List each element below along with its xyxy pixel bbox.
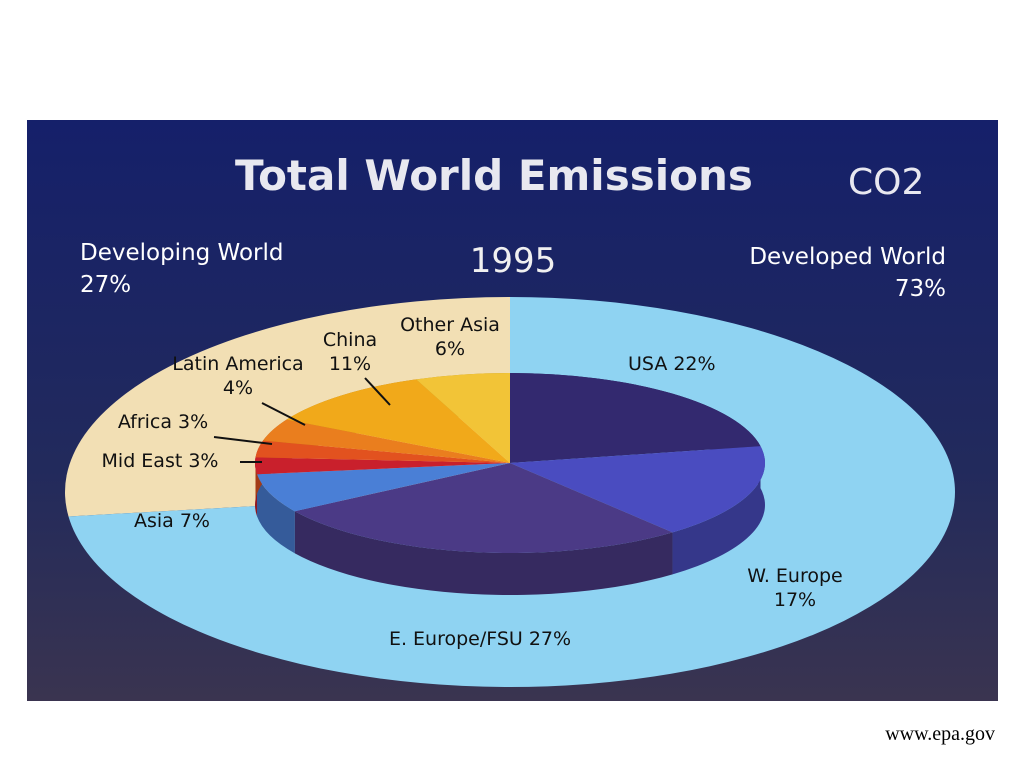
slice <box>294 463 673 553</box>
slice-value: 22% <box>673 353 715 375</box>
leader-line <box>213 436 273 445</box>
slice-label: W. Europe 17% <box>747 565 843 611</box>
group-value: 27% <box>80 272 131 298</box>
slice-value: 4% <box>223 377 253 399</box>
chart-title: Total World Emissions <box>235 151 753 200</box>
leader-lines <box>213 377 391 463</box>
slice-value: 17% <box>774 589 816 611</box>
group-value: 73% <box>895 276 946 302</box>
slice-name: Other Asia <box>400 314 500 336</box>
slice-name: E. Europe/FSU <box>389 628 523 650</box>
slice-value: 6% <box>435 338 465 360</box>
slice <box>416 373 510 463</box>
labels: USA 22% W. Europe 17% E. Europe/FSU 27% Asia 7%… <box>80 240 946 650</box>
slice-side <box>257 474 295 554</box>
pie-tops <box>255 373 766 553</box>
slice-label: Asia 7% <box>134 510 210 532</box>
slice <box>255 440 510 463</box>
slice-value: 27% <box>529 628 571 650</box>
slice-label: USA 22% <box>628 353 716 375</box>
slice-label: E. Europe/FSU 27% <box>389 628 571 650</box>
source: www.epa.gov <box>885 723 995 745</box>
slice-name: Africa <box>118 411 172 433</box>
slice-name: Latin America <box>172 353 303 375</box>
slice-name: Asia <box>134 510 174 532</box>
slice-label: Latin America 4% <box>172 353 303 399</box>
annotation: CO2 <box>848 162 924 203</box>
leader-line <box>261 402 306 426</box>
slice <box>257 463 510 512</box>
slice <box>255 457 510 475</box>
slice-label: Mid East 3% <box>102 450 219 472</box>
slice-label: Africa 3% <box>118 411 208 433</box>
slice-value: 7% <box>180 510 210 532</box>
slice-value: 3% <box>178 411 208 433</box>
slice-name: W. Europe <box>747 565 843 587</box>
slice <box>510 446 766 533</box>
chart-subtitle: 1995 <box>470 241 557 281</box>
group-label: Developing World <box>80 240 283 266</box>
slice <box>263 419 510 463</box>
slice-side <box>294 511 673 595</box>
slice-side <box>672 446 766 575</box>
slice-value: 11% <box>329 353 371 375</box>
slice-label: Other Asia 6% <box>400 314 500 360</box>
slice <box>510 373 761 463</box>
slice-value: 3% <box>188 450 218 472</box>
slice-label: China 11% <box>323 329 377 375</box>
slice-name: China <box>323 329 377 351</box>
slice-name: Mid East <box>102 450 183 472</box>
leader-line <box>364 377 391 406</box>
slice-name: USA <box>628 353 667 375</box>
slice <box>286 379 510 463</box>
group-label: Developed World <box>749 244 946 270</box>
